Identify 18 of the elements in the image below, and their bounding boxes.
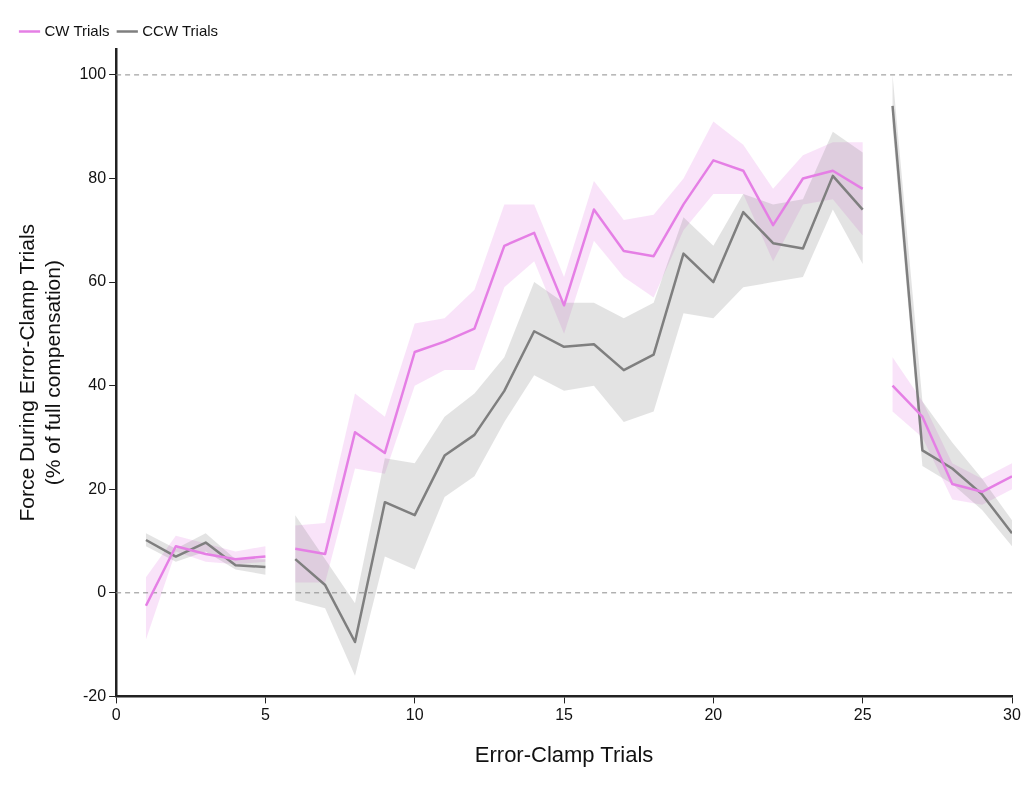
x-tick-label: 5: [260, 706, 270, 724]
legend-label: CCW Trials: [142, 21, 219, 39]
y-tick-label: 20: [88, 479, 107, 497]
x-tick-label: 25: [853, 706, 872, 724]
x-tick-label: 30: [1003, 706, 1021, 724]
y-tick-label: 60: [88, 272, 107, 290]
x-tick-label: 15: [555, 706, 574, 724]
x-tick-label: 10: [405, 706, 424, 724]
legend-label: CW Trials: [44, 21, 110, 39]
y-tick-label: 80: [88, 168, 107, 186]
y-tick-label: -20: [82, 686, 107, 704]
y-tick-label: 0: [97, 583, 107, 601]
x-axis-title: Error-Clamp Trials: [474, 741, 654, 767]
y-tick-label: 40: [88, 376, 107, 394]
y-tick-label: 100: [79, 65, 107, 83]
y-axis-title: Force During Error-Clamp Trials (% of full compensation): [15, 223, 64, 522]
x-tick-label: 20: [704, 706, 723, 724]
x-tick-label: 0: [111, 706, 121, 724]
